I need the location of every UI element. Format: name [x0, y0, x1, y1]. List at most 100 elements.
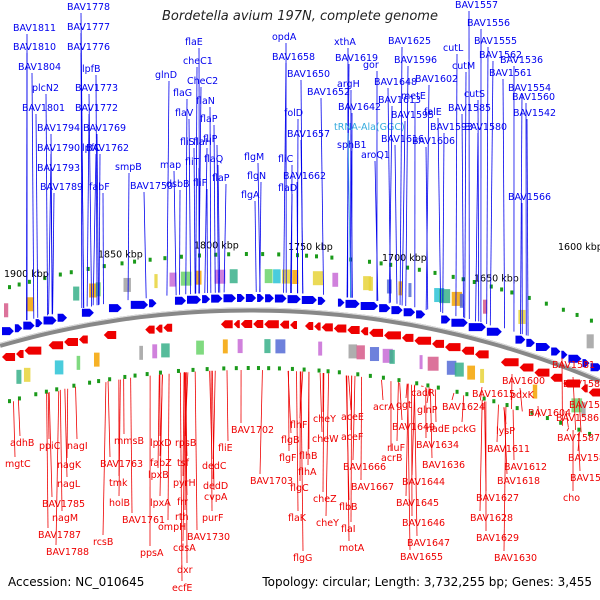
label-connector — [66, 388, 69, 459]
cog-block — [348, 344, 358, 359]
label-connector — [461, 113, 464, 318]
gene-arrow — [57, 313, 68, 322]
gene-label-bottom: flaI — [341, 524, 356, 535]
cog-block — [275, 339, 286, 354]
gene-label-bottom: fliE — [218, 443, 233, 454]
gene-label-bottom: cheW — [312, 434, 339, 445]
label-connector — [352, 375, 356, 461]
gc-tick — [492, 399, 496, 404]
gc-tick — [544, 301, 548, 306]
label-connector — [350, 375, 353, 523]
gc-tick — [482, 396, 486, 401]
label-connector — [388, 105, 393, 304]
gene-arrow — [441, 315, 451, 324]
gene-label-bottom: BAV1702 — [231, 425, 274, 436]
gene-label-bottom: BAV1611 — [487, 444, 530, 455]
gene-label-top: BAV1657 — [287, 129, 330, 140]
cog-block — [229, 269, 238, 284]
gc-tick — [145, 372, 149, 377]
gene-label-bottom: dxr — [177, 565, 193, 576]
gene-label-top: sphB1 — [337, 140, 367, 151]
gene-arrow — [23, 321, 35, 330]
label-connector — [437, 117, 442, 312]
kbp-label: 1700 kbp — [382, 253, 427, 264]
gene-label-top: BAV1810 — [13, 42, 56, 53]
label-connector — [496, 404, 499, 443]
gene-label-bottom: BAV1586 — [556, 413, 599, 424]
label-connector — [489, 60, 494, 326]
gene-arrow — [333, 324, 347, 333]
gene-label-bottom: BAV1703 — [250, 476, 293, 487]
gene-label-bottom: ompH — [158, 522, 186, 533]
cog-block — [451, 291, 463, 306]
gene-arrow — [211, 294, 223, 303]
gene-arrow — [445, 343, 461, 352]
label-connector — [442, 132, 445, 314]
gene-arrow — [515, 335, 526, 344]
genome-backbone — [0, 307, 600, 384]
label-connector — [167, 373, 170, 521]
gene-arrow — [108, 304, 122, 313]
gc-tick — [545, 416, 549, 421]
gene-label-bottom: BAV1763 — [100, 459, 143, 470]
label-connector — [55, 391, 60, 546]
gene-label-bottom: BAV1624 — [442, 402, 485, 413]
gc-tick — [367, 259, 371, 264]
cog-block — [139, 345, 143, 360]
label-connector — [107, 380, 111, 458]
gene-label-bottom: BAV1787 — [38, 530, 81, 541]
gene-label-top: cutL — [443, 43, 464, 54]
gene-label-top: BAV1606 — [412, 136, 455, 147]
label-connector — [425, 84, 430, 310]
cog-block — [408, 283, 412, 298]
gene-arrow — [220, 320, 233, 329]
label-connector — [179, 372, 183, 582]
gene-label-top: BAV1793 — [37, 163, 80, 174]
gene-arrow — [321, 323, 333, 332]
gene-label-bottom: aceF — [341, 432, 363, 443]
gene-label-top: flaP — [200, 114, 218, 125]
topology-label: Topology: circular; Length: 3,732,255 bp… — [262, 575, 592, 589]
gc-tick — [123, 374, 127, 379]
outer-ticks-bottom — [8, 366, 592, 436]
gc-tick — [515, 406, 519, 411]
cog-block — [273, 269, 281, 284]
gc-tick — [58, 272, 62, 277]
gene-label-bottom: flgF — [279, 453, 296, 464]
gene-arrow — [35, 319, 43, 328]
gene-arrow — [265, 294, 274, 303]
gc-tick — [27, 279, 31, 284]
gene-label-bottom: fabZ — [150, 458, 172, 469]
label-connector — [75, 386, 78, 440]
gene-arrow — [149, 299, 157, 308]
cog-block — [586, 334, 594, 349]
gene-label-top: BAV1613 — [378, 95, 421, 106]
gene-label-bottom: ppsA — [140, 548, 164, 559]
gene-label-top: cutS — [464, 89, 485, 100]
label-connector — [502, 78, 506, 329]
label-connector — [565, 410, 569, 428]
label-connector — [127, 172, 130, 301]
label-connector — [486, 46, 489, 325]
label-connector — [48, 153, 52, 315]
cog-block — [382, 348, 393, 363]
gene-label-top: flaE — [185, 37, 203, 48]
gene-arrow — [145, 325, 155, 334]
gene-arrow — [468, 323, 486, 332]
gene-arrow — [581, 384, 588, 393]
cog-block — [123, 277, 131, 292]
label-connector — [173, 170, 177, 296]
label-connector — [182, 372, 186, 542]
reverse-gene-track — [2, 320, 600, 397]
cog-block — [427, 356, 439, 371]
gc-tick — [17, 396, 21, 401]
label-connector — [48, 392, 53, 498]
gene-label-bottom: BAV1589 — [568, 453, 600, 464]
gene-arrow — [233, 320, 240, 329]
gc-tick — [246, 366, 250, 371]
label-connector — [451, 392, 455, 401]
gene-arrow — [253, 320, 264, 329]
cog-block — [363, 276, 372, 291]
gc-tick — [356, 372, 360, 377]
label-connector — [211, 370, 215, 491]
